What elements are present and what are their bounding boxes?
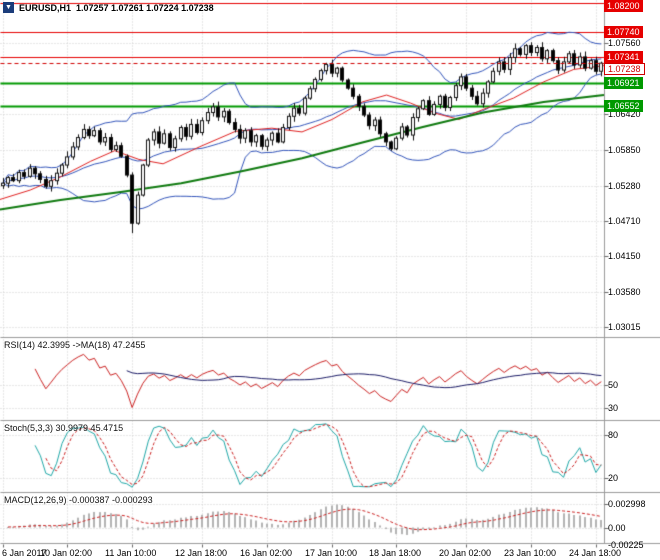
symbol-period-label: EURUSD,H1: [19, 2, 72, 13]
macd-indicator-label: MACD(12,26,9) -0.000387 -0.000293: [4, 495, 153, 505]
quote-header: ▼ EURUSD,H1 1.07257 1.07261 1.07224 1.07…: [3, 2, 214, 13]
stoch-indicator-label: Stoch(5,3,3) 30.9979 45.4715: [4, 423, 124, 433]
rsi-indicator-label: RSI(14) 42.3995 ->MA(18) 47.2455: [4, 340, 146, 350]
quote-ohlc-label: 1.07257 1.07261 1.07224 1.07238: [76, 2, 214, 13]
chart-symbol-icon: ▼: [3, 2, 14, 13]
